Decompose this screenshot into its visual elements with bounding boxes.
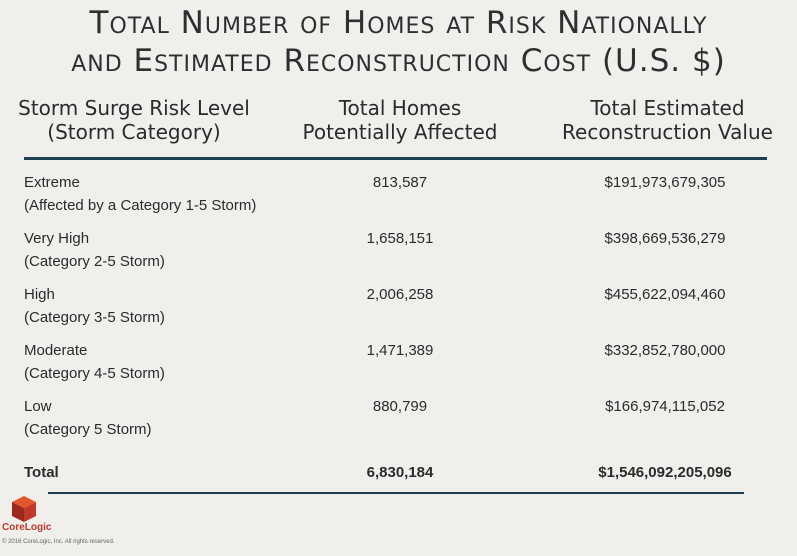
storm-category: (Category 5 Storm) (24, 421, 152, 438)
total-homes: 6,830,184 (366, 464, 434, 481)
table-row-level: High (Category 3-5 Storm) (24, 283, 165, 329)
header-divider (24, 157, 767, 160)
storm-category: (Category 4-5 Storm) (24, 365, 165, 382)
reconstruction-value: $166,974,115,052 (605, 398, 725, 415)
risk-level: Moderate (24, 342, 88, 359)
table-row-level: Moderate (Category 4-5 Storm) (24, 339, 165, 385)
corelogic-logo-icon (12, 496, 36, 522)
homes-affected: 880,799 (372, 398, 428, 415)
copyright-notice: © 2016 CoreLogic, Inc. All rights reserv… (2, 539, 115, 545)
total-divider (48, 492, 744, 494)
table-row-level: Low (Category 5 Storm) (24, 395, 152, 441)
total-value: $1,546,092,205,096 (598, 464, 732, 481)
storm-category: (Affected by a Category 1-5 Storm) (24, 197, 257, 214)
header-total-homes-line-2: Potentially Affected (302, 120, 498, 144)
homes-affected: 1,658,151 (366, 230, 434, 247)
homes-affected: 1,471,389 (366, 342, 434, 359)
reconstruction-value: $191,973,679,305 (604, 174, 726, 191)
header-reconstruction-value: Total Estimated Reconstruction Value (545, 96, 790, 144)
header-risk-level: Storm Surge Risk Level (Storm Category) (4, 96, 264, 144)
risk-level: Extreme (24, 174, 80, 191)
total-label: Total (24, 464, 59, 481)
storm-category: (Category 2-5 Storm) (24, 253, 165, 270)
homes-affected: 2,006,258 (366, 286, 434, 303)
chart-title-line-2: and Estimated Reconstruction Cost (U.S. … (71, 43, 726, 79)
logo-text: CoreLogic (2, 522, 52, 533)
risk-level: Low (24, 398, 52, 415)
header-reconstruction-value-line-1: Total Estimated (590, 96, 745, 120)
table-row-level: Very High (Category 2-5 Storm) (24, 227, 165, 273)
table-row-level: Extreme (Affected by a Category 1-5 Stor… (24, 171, 256, 217)
header-total-homes: Total Homes Potentially Affected (285, 96, 515, 144)
header-total-homes-line-1: Total Homes (338, 96, 462, 120)
chart-title-line-1: Total Number of Homes at Risk Nationally (89, 5, 708, 41)
reconstruction-value: $398,669,536,279 (604, 230, 726, 247)
risk-level: Very High (24, 230, 90, 247)
homes-affected: 813,587 (372, 174, 428, 191)
header-risk-level-line-2: (Storm Category) (47, 120, 221, 144)
header-reconstruction-value-line-2: Reconstruction Value (562, 120, 773, 144)
reconstruction-value: $455,622,094,460 (604, 286, 726, 303)
reconstruction-value: $332,852,780,000 (604, 342, 726, 359)
header-risk-level-line-1: Storm Surge Risk Level (18, 96, 250, 120)
risk-level: High (24, 286, 55, 303)
storm-category: (Category 3-5 Storm) (24, 309, 165, 326)
